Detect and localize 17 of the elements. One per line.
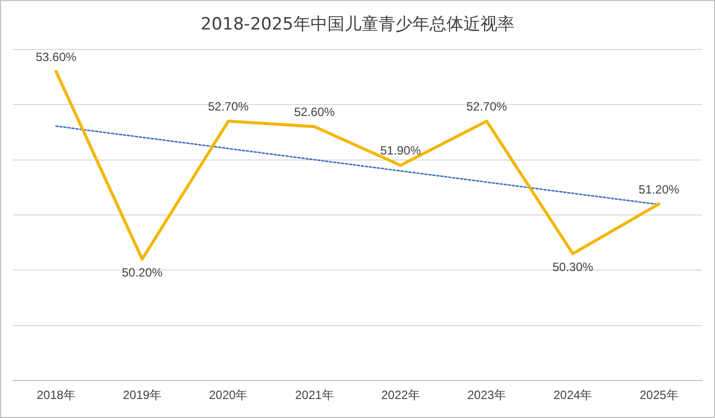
data-label: 52.70% xyxy=(466,99,508,114)
x-tick-label: 2024年 xyxy=(553,388,592,402)
data-label: 52.70% xyxy=(208,99,249,114)
x-tick-label: 2018年 xyxy=(36,388,76,402)
data-label: 50.30% xyxy=(552,260,594,274)
chart-title: 2018-2025年中国儿童青少年总体近视率 xyxy=(200,14,514,35)
data-label: 53.60% xyxy=(36,50,77,64)
data-label: 51.20% xyxy=(638,182,680,196)
x-tick-label: 2022年 xyxy=(381,388,420,402)
data-label: 50.20% xyxy=(122,265,163,280)
x-tick-label: 2020年 xyxy=(208,388,248,402)
x-tick-label: 2021年 xyxy=(295,388,334,402)
data-label: 51.90% xyxy=(380,144,422,158)
x-tick-label: 2025年 xyxy=(640,388,678,402)
x-tick-label: 2023年 xyxy=(467,388,506,402)
x-tick-label: 2019年 xyxy=(122,388,162,402)
data-label: 52.60% xyxy=(294,104,336,119)
